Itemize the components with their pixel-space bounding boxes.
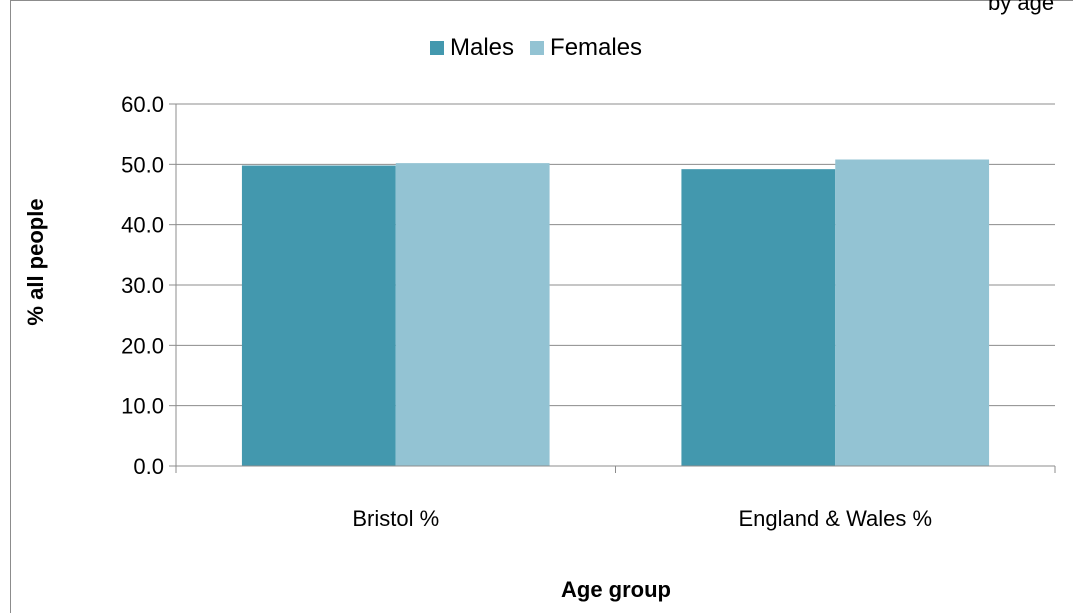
legend-item-females: Females <box>530 34 642 62</box>
x-axis-title: Age group <box>561 577 671 602</box>
bar-females <box>395 163 550 467</box>
legend-swatch-females <box>530 41 545 55</box>
y-tick-label: 20.0 <box>121 333 164 358</box>
bar-males <box>681 169 836 466</box>
legend-label-females: Females <box>550 34 643 61</box>
bar-females <box>835 159 990 467</box>
y-tick-label: 10.0 <box>121 394 164 419</box>
y-tick-label: 30.0 <box>121 273 164 298</box>
y-tick-label: 60.0 <box>121 92 164 117</box>
legend-label-males: Males <box>450 34 515 61</box>
y-tick-label: 0.0 <box>133 454 164 479</box>
axes <box>169 103 1056 473</box>
legend-item-males: Males <box>430 34 514 62</box>
legend-swatch-males <box>430 41 444 55</box>
chart-legend: Males Females <box>430 34 658 62</box>
y-tick-label: 50.0 <box>121 152 164 177</box>
tick-labels: 0.0 10.0 20.0 30.0 40.0 50.0 60.0 Bristol % Engl… <box>121 92 932 531</box>
y-tick-label: 40.0 <box>121 213 164 238</box>
chart-title-fragment: by age <box>988 0 1055 15</box>
bars <box>241 159 990 467</box>
x-tick-label: England & Wales % <box>738 506 932 531</box>
x-tick-label: Bristol % <box>352 506 439 531</box>
bar-males <box>241 165 396 467</box>
y-axis-title-text: % all people <box>23 198 48 326</box>
